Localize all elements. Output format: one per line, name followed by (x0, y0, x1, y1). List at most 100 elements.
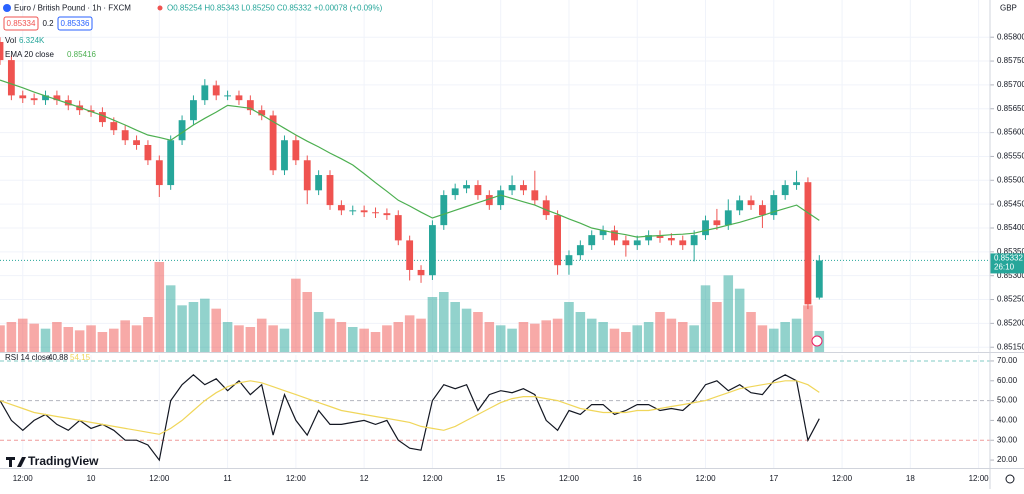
volume-bar (586, 318, 597, 352)
y-tick-label: 20.00 (997, 455, 1018, 464)
y-tick-label: 0.85250 (997, 295, 1024, 304)
x-tick-label: 16 (633, 474, 642, 483)
volume-bar (450, 302, 460, 352)
volume-bar (803, 305, 813, 352)
volume-bar (200, 298, 210, 352)
sell-button[interactable] (3, 16, 39, 31)
volume-bar (63, 327, 74, 352)
settings-icon[interactable] (1005, 474, 1015, 484)
candle-body (212, 85, 220, 96)
volume-bar (256, 318, 267, 352)
candle-body (588, 235, 596, 246)
volume-bar (427, 297, 438, 352)
candle-body (178, 120, 186, 141)
rsi-label: RSI 14 close (5, 353, 51, 362)
event-icon[interactable] (811, 335, 823, 347)
y-tick-label: 0.85400 (997, 223, 1024, 232)
x-tick-label: 12:00 (969, 474, 990, 483)
volume-bar (109, 328, 119, 352)
volume-bar (746, 312, 756, 352)
candle-body (565, 255, 573, 266)
volume-bar (302, 292, 313, 352)
candle-body (190, 100, 197, 121)
status-dot (157, 5, 163, 11)
volume-bar (677, 322, 688, 352)
y-tick-label: 70.00 (997, 356, 1018, 365)
candle-body (508, 185, 516, 191)
ema-label: EMA 20 close (5, 50, 54, 59)
candle-body (667, 238, 675, 241)
x-tick-label: 15 (496, 474, 505, 483)
candle-body (759, 205, 766, 216)
rsi-ma-value: 54.15 (70, 353, 91, 362)
candle-body (337, 205, 345, 211)
logo: TradingView (28, 454, 99, 468)
volume-bar (598, 322, 608, 352)
volume-bar (712, 302, 722, 352)
currency[interactable]: GBP (1000, 4, 1017, 13)
symbol[interactable]: Euro / British Pound · 1h · FXCM (14, 4, 131, 13)
x-tick-label: 12 (360, 474, 369, 483)
candle-body (713, 220, 721, 226)
rsi-value: 40.88 (48, 353, 69, 362)
candle-body (520, 185, 527, 191)
candle-body (793, 182, 800, 186)
volume-bar (769, 328, 779, 352)
candle-body (576, 245, 584, 256)
volume-bar (359, 328, 369, 352)
volume-bar (575, 312, 586, 352)
y-tick-label: 0.85450 (997, 199, 1024, 208)
candle-body (656, 235, 664, 239)
y-tick-label: 0.85700 (997, 80, 1024, 89)
back-layer (0, 0, 990, 468)
candle-body (110, 122, 118, 131)
volume-bar (165, 285, 176, 352)
volume-bar (29, 323, 39, 352)
volume-bar (177, 305, 187, 352)
volume-bar (757, 325, 768, 352)
candle-body (781, 185, 789, 196)
symbol-icon[interactable] (3, 4, 11, 12)
candle-body (258, 110, 266, 116)
candle-body (690, 235, 698, 246)
x-tick-label: 10 (87, 474, 96, 483)
candle-body (144, 144, 152, 161)
candle-body (281, 140, 288, 171)
volume-bar (0, 325, 5, 352)
candle-body (155, 160, 163, 186)
volume-bar (643, 322, 654, 352)
volume-bar (700, 285, 711, 352)
ask[interactable]: 0.85336 (61, 19, 90, 28)
last-price: 0.85332 (994, 254, 1023, 263)
buy-button[interactable] (57, 16, 93, 31)
candle-body (19, 95, 27, 99)
x-tick-label: 17 (769, 474, 778, 483)
bid[interactable]: 0.85334 (7, 19, 36, 28)
x-tick-label: 12:00 (832, 474, 853, 483)
volume-bar (416, 318, 426, 352)
candle-body (702, 220, 709, 236)
volume-bar (131, 325, 142, 352)
candle-body (497, 190, 505, 206)
y-tick-label: 0.85200 (997, 318, 1024, 327)
volume-bar (791, 318, 802, 352)
candle-body (679, 240, 687, 246)
series-line (0, 380, 820, 435)
x-tick-label: 12:00 (13, 474, 34, 483)
candle-body (474, 185, 482, 196)
candle-body (531, 190, 539, 201)
candle-body (292, 140, 300, 161)
volume-bar (245, 327, 256, 352)
y-tick-label: 30.00 (997, 435, 1018, 444)
y-tick-label: 0.85550 (997, 152, 1024, 161)
last-price-box (990, 253, 1024, 274)
volume-bar (74, 330, 85, 352)
volume-bar (325, 318, 335, 352)
candle-body (315, 175, 323, 191)
y-tick-label: 0.85750 (997, 56, 1024, 65)
volume-bar (211, 308, 221, 352)
candle-body (133, 140, 140, 145)
candle-body (360, 210, 368, 213)
volume-value: 6.324K (19, 36, 45, 45)
